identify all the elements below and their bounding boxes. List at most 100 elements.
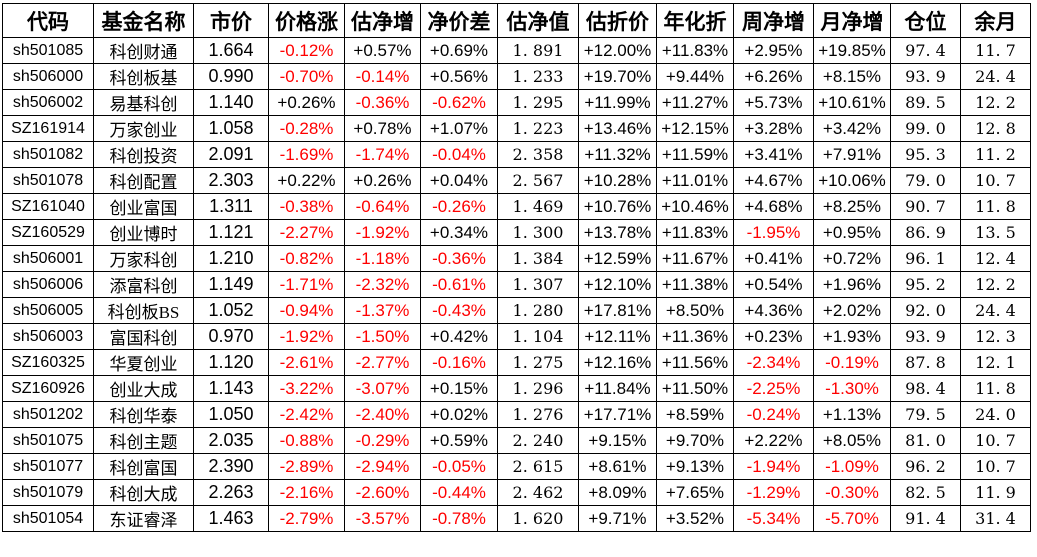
cell-months-remaining: 31. 4 — [960, 505, 1031, 532]
cell-monthly-nav-change: -1.30% — [813, 375, 891, 402]
cell-position: 79. 0 — [890, 167, 961, 194]
cell-annualized-discount: +11.50% — [656, 375, 734, 402]
cell-weekly-nav-change: +0.54% — [733, 271, 814, 298]
table-row: sh501054 东证睿泽 1.463 -2.79% -3.57% -0.78% 1. 62… — [2, 505, 1031, 532]
cell-fund-name: 万家科创 — [93, 245, 194, 272]
cell-code: sh501075 — [2, 427, 94, 454]
cell-price-nav-spread: +0.56% — [420, 63, 498, 90]
cell-months-remaining: 10. 7 — [960, 167, 1031, 194]
cell-market-price: 1.121 — [193, 219, 269, 246]
cell-est-discount: +12.00% — [578, 37, 657, 64]
cell-price-nav-spread: -0.43% — [420, 297, 498, 324]
cell-price-change: -1.92% — [268, 323, 345, 350]
cell-position: 98. 4 — [890, 375, 961, 402]
cell-est-discount: +12.11% — [578, 323, 657, 350]
cell-est-discount: +8.09% — [578, 479, 657, 506]
cell-est-nav: 1. 469 — [497, 193, 579, 220]
cell-code: SZ160529 — [2, 219, 94, 246]
cell-weekly-nav-change: -2.34% — [733, 349, 814, 376]
cell-code: sh501054 — [2, 505, 94, 532]
col-header-position: 仓位 — [890, 3, 961, 38]
cell-position: 92. 0 — [890, 297, 961, 324]
cell-price-nav-spread: -0.78% — [420, 505, 498, 532]
cell-code: sh501202 — [2, 401, 94, 428]
cell-months-remaining: 12. 2 — [960, 271, 1031, 298]
cell-weekly-nav-change: -1.94% — [733, 453, 814, 480]
cell-price-nav-spread: +0.15% — [420, 375, 498, 402]
cell-weekly-nav-change: +0.41% — [733, 245, 814, 272]
cell-months-remaining: 12. 2 — [960, 89, 1031, 116]
cell-months-remaining: 12. 4 — [960, 245, 1031, 272]
cell-est-nav-change: -0.29% — [344, 427, 421, 454]
cell-est-nav: 2. 240 — [497, 427, 579, 454]
cell-fund-name: 科创板基 — [93, 63, 194, 90]
cell-est-discount: +19.70% — [578, 63, 657, 90]
cell-est-nav: 1. 280 — [497, 297, 579, 324]
cell-price-change: -2.42% — [268, 401, 345, 428]
cell-fund-name: 科创富国 — [93, 453, 194, 480]
table-row: SZ161040 创业富国 1.311 -0.38% -0.64% -0.26% 1. 46… — [2, 193, 1031, 220]
cell-weekly-nav-change: -2.25% — [733, 375, 814, 402]
table-row: SZ160529 创业博时 1.121 -2.27% -1.92% +0.34% 1. 30… — [2, 219, 1031, 246]
cell-monthly-nav-change: +1.13% — [813, 401, 891, 428]
cell-est-nav-change: +0.78% — [344, 115, 421, 142]
cell-est-nav: 2. 462 — [497, 479, 579, 506]
cell-price-change: +0.26% — [268, 89, 345, 116]
cell-est-nav: 2. 567 — [497, 167, 579, 194]
cell-code: SZ160926 — [2, 375, 94, 402]
cell-price-change: -0.82% — [268, 245, 345, 272]
col-header-market-price: 市价 — [193, 3, 269, 38]
cell-code: sh506005 — [2, 297, 94, 324]
cell-annualized-discount: +11.56% — [656, 349, 734, 376]
cell-market-price: 1.210 — [193, 245, 269, 272]
cell-est-nav-change: -3.57% — [344, 505, 421, 532]
cell-est-nav-change: +0.57% — [344, 37, 421, 64]
cell-annualized-discount: +9.13% — [656, 453, 734, 480]
cell-months-remaining: 12. 8 — [960, 115, 1031, 142]
cell-price-change: -2.16% — [268, 479, 345, 506]
cell-months-remaining: 24. 4 — [960, 63, 1031, 90]
fund-table-header: 代码 基金名称 市价 价格涨 估净增 净价差 估净值 估折价 年化折 周净增 月净增 仓位 余月 — [2, 3, 1031, 38]
cell-weekly-nav-change: +4.67% — [733, 167, 814, 194]
cell-monthly-nav-change: -5.70% — [813, 505, 891, 532]
cell-est-nav-change: -1.37% — [344, 297, 421, 324]
table-row: SZ161914 万家创业 1.058 -0.28% +0.78% +1.07% 1. 22… — [2, 115, 1031, 142]
cell-price-nav-spread: -0.44% — [420, 479, 498, 506]
cell-price-nav-spread: +0.04% — [420, 167, 498, 194]
cell-code: SZ161914 — [2, 115, 94, 142]
cell-months-remaining: 10. 7 — [960, 427, 1031, 454]
cell-position: 97. 4 — [890, 37, 961, 64]
cell-code: sh501082 — [2, 141, 94, 168]
cell-code: SZ160325 — [2, 349, 94, 376]
cell-code: sh506006 — [2, 271, 94, 298]
cell-position: 96. 2 — [890, 453, 961, 480]
cell-monthly-nav-change: +8.25% — [813, 193, 891, 220]
cell-market-price: 1.463 — [193, 505, 269, 532]
table-row: sh506003 富国科创 0.970 -1.92% -1.50% +0.42% 1. 10… — [2, 323, 1031, 350]
col-header-price-nav-spread: 净价差 — [420, 3, 498, 38]
cell-monthly-nav-change: +0.95% — [813, 219, 891, 246]
cell-annualized-discount: +3.52% — [656, 505, 734, 532]
cell-months-remaining: 24. 4 — [960, 297, 1031, 324]
cell-est-nav: 1. 295 — [497, 89, 579, 116]
col-header-price-change: 价格涨 — [268, 3, 345, 38]
cell-months-remaining: 12. 3 — [960, 323, 1031, 350]
cell-est-nav-change: -1.18% — [344, 245, 421, 272]
cell-annualized-discount: +8.50% — [656, 297, 734, 324]
cell-market-price: 1.140 — [193, 89, 269, 116]
cell-months-remaining: 11. 2 — [960, 141, 1031, 168]
cell-fund-name: 东证睿泽 — [93, 505, 194, 532]
table-row: SZ160926 创业大成 1.143 -3.22% -3.07% +0.15% 1. 29… — [2, 375, 1031, 402]
cell-est-discount: +10.28% — [578, 167, 657, 194]
cell-annualized-discount: +11.59% — [656, 141, 734, 168]
cell-fund-name: 科创配置 — [93, 167, 194, 194]
col-header-monthly-nav-change: 月净增 — [813, 3, 891, 38]
cell-est-discount: +11.32% — [578, 141, 657, 168]
cell-price-nav-spread: +0.69% — [420, 37, 498, 64]
cell-months-remaining: 11. 7 — [960, 37, 1031, 64]
cell-position: 81. 0 — [890, 427, 961, 454]
cell-price-nav-spread: -0.05% — [420, 453, 498, 480]
cell-position: 82. 5 — [890, 479, 961, 506]
cell-price-change: -0.70% — [268, 63, 345, 90]
cell-position: 95. 3 — [890, 141, 961, 168]
